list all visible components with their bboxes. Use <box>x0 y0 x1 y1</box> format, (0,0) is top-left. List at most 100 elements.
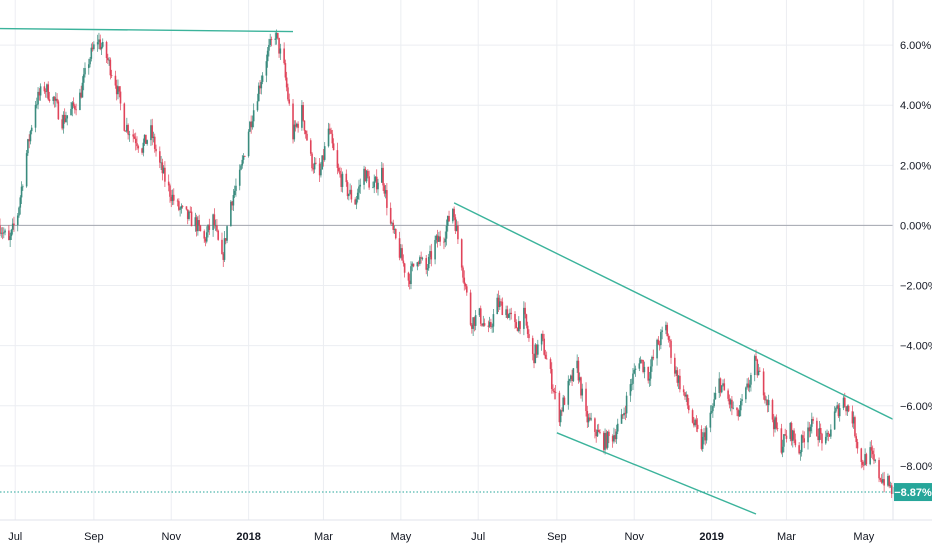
candle-body <box>217 230 219 240</box>
candle-body <box>630 383 633 385</box>
candle-body <box>425 258 428 270</box>
channel-upper-line[interactable] <box>453 202 894 420</box>
candle-body <box>364 168 367 182</box>
candle-body <box>292 103 294 140</box>
x-tick-label: Mar <box>314 531 333 543</box>
candle-body <box>722 383 724 386</box>
candle-body <box>478 308 481 316</box>
candle-body <box>436 235 439 242</box>
candle-body <box>622 414 624 416</box>
candle-body <box>411 263 414 267</box>
candle-body <box>39 86 42 96</box>
candle-body <box>188 211 190 219</box>
resistance-top-line[interactable] <box>0 27 294 33</box>
candle-body <box>608 431 610 437</box>
candle-body <box>851 411 854 424</box>
candle-body <box>632 373 634 384</box>
price-axis[interactable]: 6.00% 4.00% 2.00% 0.00% −2.00% −4.00% −6.00% −8… <box>900 40 932 473</box>
time-axis[interactable]: Jul Sep Nov 2018 Mar May Jul Sep Nov 2019 Mar May <box>8 531 875 543</box>
candle-body <box>197 220 199 232</box>
candle-body <box>540 333 543 345</box>
candle-body <box>880 479 883 483</box>
candle-body <box>161 162 164 174</box>
candle-body <box>648 378 651 381</box>
candle-body <box>595 431 597 437</box>
candle-body <box>515 322 518 328</box>
candle-body <box>549 359 552 369</box>
candle-body <box>81 82 84 98</box>
candle-body <box>434 239 436 260</box>
candle-body <box>393 229 396 230</box>
candle-body <box>444 238 447 243</box>
candle-body <box>101 42 104 47</box>
candle-body <box>771 400 774 420</box>
x-tick-label: Jul <box>8 531 22 543</box>
candle-body <box>427 256 430 269</box>
candle-body <box>516 327 519 332</box>
channel-lower-line[interactable] <box>556 432 757 515</box>
candle-body <box>114 75 117 86</box>
candle-body <box>552 389 554 391</box>
candle-body <box>288 99 291 104</box>
candle-body <box>56 98 58 102</box>
candle-body <box>649 366 652 379</box>
x-tick-label: Mar <box>777 531 796 543</box>
candle-body <box>190 211 193 227</box>
candle-body <box>756 359 759 376</box>
candle-body <box>222 254 225 260</box>
candle-body <box>430 251 433 260</box>
candle-body <box>9 236 11 241</box>
candle-body <box>767 400 770 406</box>
candle-body <box>261 75 264 82</box>
candle-body <box>535 344 538 355</box>
candle-body <box>230 201 232 227</box>
candle-body <box>550 368 553 390</box>
candle-body <box>469 292 472 325</box>
candle-body <box>336 150 339 168</box>
candle-body <box>525 314 528 326</box>
x-tick-label: Sep <box>547 531 567 543</box>
candle-body <box>180 205 183 209</box>
candle-body <box>746 383 748 388</box>
candle-body <box>714 392 717 400</box>
candle-body <box>446 215 449 226</box>
candle-body <box>256 101 259 111</box>
candle-body <box>781 446 784 453</box>
candle-body <box>748 384 751 388</box>
candle-body <box>90 47 93 59</box>
candle-body <box>890 485 893 494</box>
candle-body <box>860 448 863 462</box>
candle-body <box>257 85 260 102</box>
candle-body <box>488 322 491 327</box>
candle-body <box>373 181 375 188</box>
candle-body <box>745 387 747 400</box>
y-tick-label: 6.00% <box>900 40 931 52</box>
candle-body <box>789 423 792 439</box>
candle-body <box>46 84 48 92</box>
y-tick-label: −4.00% <box>900 341 932 353</box>
candle-body <box>818 428 821 441</box>
candle-body <box>66 115 69 119</box>
candle-body <box>856 442 859 449</box>
trend-drawings[interactable] <box>0 27 894 515</box>
candle-body <box>171 194 174 202</box>
candle-body <box>332 143 335 151</box>
candle-body <box>348 193 350 197</box>
candle-body <box>453 208 455 218</box>
candle-body <box>625 395 628 414</box>
candle-body <box>826 432 828 437</box>
candle-body <box>491 326 493 328</box>
candle-body <box>798 445 800 454</box>
candle-body <box>29 131 32 142</box>
candle-body <box>37 91 39 105</box>
candle-body <box>783 434 785 447</box>
x-tick-label: Jul <box>471 531 485 543</box>
candle-body <box>780 428 783 453</box>
candle-body <box>283 48 285 64</box>
candle-body <box>790 423 793 441</box>
candle-body <box>329 128 331 131</box>
candle-body <box>652 357 655 359</box>
candle-body <box>331 133 334 144</box>
candle-body <box>479 308 482 324</box>
